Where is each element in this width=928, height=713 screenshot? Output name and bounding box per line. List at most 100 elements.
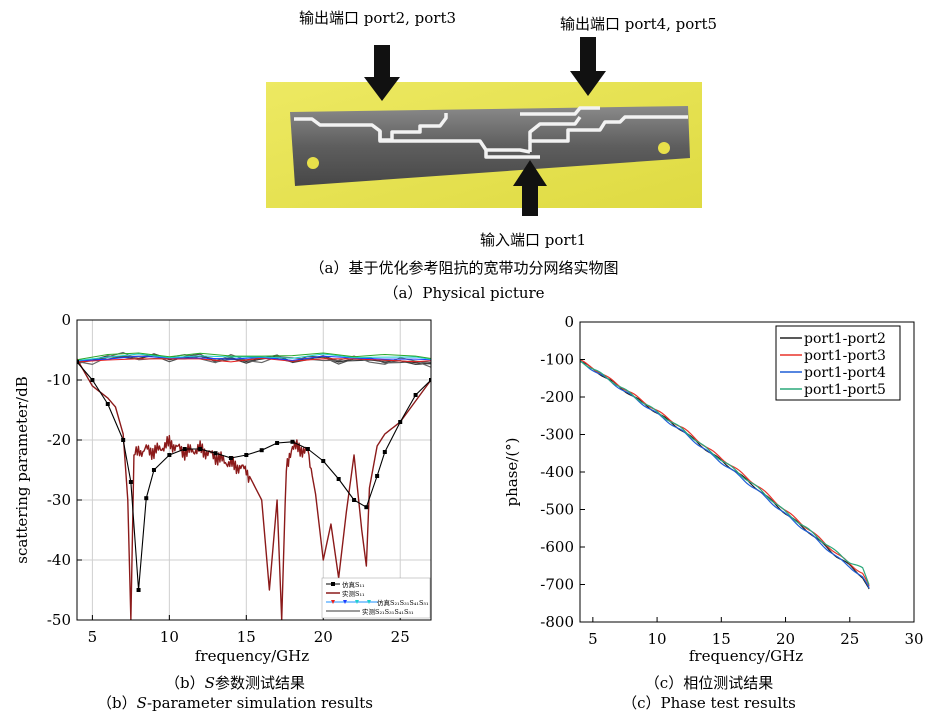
b-marker-sim-s11 xyxy=(228,456,233,460)
b-marker-sim-s11 xyxy=(375,474,380,478)
b-ytick-label: -10 xyxy=(47,371,71,389)
b-marker-sim-s11 xyxy=(413,393,418,397)
caption-b-cn-text: 参数测试结果 xyxy=(214,674,305,692)
c-ytick-label: -600 xyxy=(540,538,574,556)
b-marker-sim-s11 xyxy=(136,588,141,592)
label-output-port2-port3: 输出端口 port2, port3 xyxy=(299,9,457,27)
pcb-substrate xyxy=(290,106,690,186)
b-marker-sim-s11 xyxy=(275,441,280,445)
b-marker-sim-s11 xyxy=(429,378,431,382)
c-ytick-label: 0 xyxy=(564,313,574,331)
b-marker-sim-s11 xyxy=(336,477,341,481)
arrow-down-right xyxy=(570,37,606,96)
b-line-sim-s21-5 xyxy=(77,352,431,361)
b-ticks: 5 10 15 20 25 0 -10 -20 -30 -40 -50 xyxy=(47,311,410,646)
caption-b-en-symbol: S xyxy=(136,694,147,712)
caption-c-cn: （c）相位测试结果 xyxy=(644,674,774,692)
c-line-port1-port4 xyxy=(579,360,870,589)
c-ytick-label: -200 xyxy=(540,388,574,406)
c-ticks: 5 10 15 20 25 30 0 -100 -200 -300 -400 -500 -600 -700… xyxy=(540,313,923,648)
pcb-traces xyxy=(294,106,688,159)
caption-a-cn: （a）基于优化参考阻抗的宽带功分网络实物图 xyxy=(309,259,619,277)
caption-b-en-text: -parameter simulation results xyxy=(146,694,373,712)
b-legend: 仿真S₁₁ 实测S₁₁ 仿真S₂₁S₃₁S₄₁S₅₁ 实测S₂₁S₃₁S₄₁S₅… xyxy=(321,577,431,619)
c-xtick-label: 15 xyxy=(712,630,731,648)
b-marker-sim-s11 xyxy=(321,459,326,463)
chart-phase: 5 10 15 20 25 30 0 -100 -200 -300 -400 -500 -600 -700… xyxy=(503,313,924,665)
label-output-port4-port5: 输出端口 port4, port5 xyxy=(560,15,718,33)
caption-c-en: （c）Phase test results xyxy=(622,694,796,712)
b-marker-sim-s11 xyxy=(364,505,369,510)
c-ytick-label: -100 xyxy=(540,351,574,369)
b-marker-sim-s11 xyxy=(151,468,156,472)
c-ylabel: phase/(°) xyxy=(503,437,521,506)
caption-b-cn: （b）S参数测试结果 xyxy=(0,672,470,693)
b-ylabel: scattering parameter/dB xyxy=(13,376,31,564)
b-marker-sim-s11 xyxy=(182,447,187,451)
b-marker-sim-s11 xyxy=(167,453,172,457)
c-xtick-label: 25 xyxy=(840,630,859,648)
b-xtick-label: 5 xyxy=(88,628,98,646)
c-line-port1-port5 xyxy=(579,360,870,585)
b-line-sim-s21-4 xyxy=(77,353,431,362)
c-ytick-label: -700 xyxy=(540,576,574,594)
b-marker-sim-s11 xyxy=(77,360,79,364)
b-xtick-label: 15 xyxy=(237,628,256,646)
caption-b-cn-symbol: S xyxy=(204,674,215,692)
b-marker-sim-s11 xyxy=(244,453,249,457)
mounting-hole-right xyxy=(658,142,670,154)
c-xtick-label: 10 xyxy=(648,630,667,648)
pcb-photo xyxy=(266,37,702,216)
mounting-hole-left xyxy=(307,157,319,169)
b-marker-sim-s11 xyxy=(121,438,126,442)
b-series xyxy=(77,351,431,620)
c-xtick-label: 5 xyxy=(588,630,598,648)
c-series xyxy=(579,359,870,590)
caption-a-en: （a）Physical picture xyxy=(383,284,545,302)
caption-b-en: （b）S-parameter simulation results xyxy=(0,692,470,713)
c-ytick-label: -500 xyxy=(540,501,574,519)
b-ytick-label: -20 xyxy=(47,431,71,449)
b-axes-frame xyxy=(76,319,432,621)
b-legend-sim-s11: 仿真S₁₁ xyxy=(342,580,365,589)
caption-b-en-prefix: （b） xyxy=(97,694,137,712)
chart-s-parameters: 5 10 15 20 250-10-20-30-40-50 frequency/GHz … xyxy=(13,311,432,665)
b-marker-sim-s11 xyxy=(213,451,218,456)
b-marker-sim-s11 xyxy=(290,439,295,444)
b-marker-sim-s11 xyxy=(198,447,203,451)
b-legend-meas-s11: 实测S₁₁ xyxy=(342,589,365,598)
b-xtick-label: 10 xyxy=(160,628,179,646)
c-ytick-label: -300 xyxy=(540,426,574,444)
c-legend-label: port1-port5 xyxy=(804,382,886,398)
arrow-up-input xyxy=(513,160,547,216)
c-legend-label: port1-port3 xyxy=(804,348,886,364)
c-legend-label: port1-port4 xyxy=(804,365,886,381)
c-legend: port1-port2port1-port3port1-port4port1-p… xyxy=(775,325,901,401)
b-marker-sim-s11 xyxy=(352,498,357,502)
b-xtick-label: 25 xyxy=(391,628,410,646)
b-marker-sim-s11 xyxy=(105,402,110,406)
b-marker-sim-s11 xyxy=(398,420,403,424)
b-marker-sim-s11 xyxy=(382,450,387,454)
b-legend-meas-s21: 实测S₂₁S₃₁S₄₁S₅₁ xyxy=(362,607,414,616)
b-ytick-label: -40 xyxy=(47,551,71,569)
b-marker-sim-s11 xyxy=(305,447,310,451)
b-line-meas-s11 xyxy=(77,358,431,620)
c-xtick-label: 30 xyxy=(904,630,923,648)
c-ytick-label: -400 xyxy=(540,463,574,481)
b-xlabel: frequency/GHz xyxy=(195,647,309,665)
c-legend-label: port1-port2 xyxy=(804,331,886,347)
b-marker-sim-s11 xyxy=(90,378,95,382)
label-input-port1: 输入端口 port1 xyxy=(480,231,587,249)
arrow-down-left xyxy=(364,45,400,101)
c-xlabel: frequency/GHz xyxy=(689,647,803,665)
b-ytick-label: 0 xyxy=(61,311,71,329)
caption-b-cn-prefix: （b） xyxy=(165,674,205,692)
b-line-sim-s21-2 xyxy=(77,357,431,363)
b-ytick-label: -50 xyxy=(47,611,71,629)
c-xtick-label: 20 xyxy=(776,630,795,648)
b-xtick-label: 20 xyxy=(314,628,333,646)
b-marker-sim-s11 xyxy=(128,480,133,484)
b-marker-sim-s11 xyxy=(259,448,264,453)
c-ytick-label: -800 xyxy=(540,613,574,631)
